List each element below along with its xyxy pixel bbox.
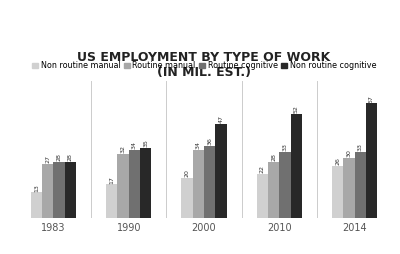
Text: 20: 20 [184,170,190,178]
Bar [366,103,377,218]
Bar [193,150,204,218]
Text: 36: 36 [207,137,212,145]
Bar [31,192,42,218]
Text: 27: 27 [45,155,50,163]
Bar [257,174,268,218]
Bar [182,178,193,218]
Text: 22: 22 [260,165,265,173]
Text: 35: 35 [143,139,148,147]
Text: 34: 34 [132,141,137,149]
Text: 52: 52 [294,105,299,113]
Text: 33: 33 [358,143,363,151]
Text: 34: 34 [196,141,201,149]
Bar [343,158,354,218]
Bar [118,154,129,218]
Bar [106,184,118,218]
Text: 13: 13 [34,184,39,192]
Bar [268,162,279,218]
Bar [65,162,76,218]
Text: 30: 30 [346,149,352,157]
Text: 57: 57 [369,95,374,103]
Text: 28: 28 [68,153,73,161]
Bar [354,152,366,218]
Bar [290,114,302,218]
Text: 26: 26 [335,157,340,165]
Bar [204,146,215,218]
Bar [279,152,290,218]
Bar [332,166,343,218]
Bar [140,148,151,218]
Text: 32: 32 [120,145,126,153]
Bar [215,124,226,218]
Text: 28: 28 [56,153,62,161]
Text: 47: 47 [218,115,224,123]
Text: 33: 33 [282,143,288,151]
Bar [129,150,140,218]
Text: 17: 17 [109,176,114,184]
Title: US EMPLOYMENT BY TYPE OF WORK
(IN MIL. EST.): US EMPLOYMENT BY TYPE OF WORK (IN MIL. E… [77,51,331,79]
Text: 28: 28 [271,153,276,161]
Legend: Non routine manual, Routine manual, Routine cognitive, Non routine cognitive: Non routine manual, Routine manual, Rout… [31,61,377,71]
Bar [54,162,65,218]
Bar [42,164,54,218]
